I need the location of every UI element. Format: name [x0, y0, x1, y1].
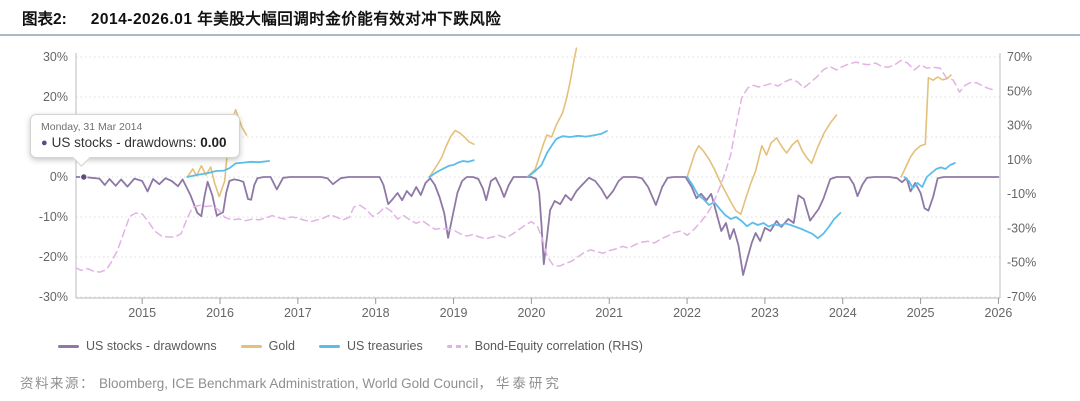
x-axis-label: 2023 — [751, 306, 779, 320]
y-axis-label-right: -50% — [1007, 256, 1036, 270]
x-axis-label: 2024 — [829, 306, 857, 320]
y-axis-label-right: -30% — [1007, 221, 1036, 235]
figure-title: 2014-2026.01 年美股大幅回调时金价能有效对冲下跌风险 — [90, 11, 502, 28]
legend-label: Bond-Equity correlation (RHS) — [474, 339, 643, 353]
y-axis-label-right: -10% — [1007, 187, 1036, 201]
y-axis-label-right: 30% — [1007, 119, 1032, 133]
legend-item-us-treasuries[interactable]: US treasuries — [319, 339, 423, 353]
tooltip-value: 0.00 — [200, 135, 227, 150]
x-axis-label: 2025 — [907, 306, 935, 320]
source-org: 华泰研究 — [495, 376, 562, 391]
chart-tooltip: Monday, 31 Mar 2014 ● US stocks - drawdow… — [30, 114, 240, 167]
x-axis-label: 2022 — [673, 306, 701, 320]
legend-marker-icon — [58, 344, 79, 348]
y-axis-label-left: 30% — [43, 50, 68, 64]
tooltip-series-marker-icon: ● — [41, 137, 48, 149]
x-axis-label: 2018 — [362, 306, 390, 320]
y-axis-label-left: -30% — [39, 290, 68, 304]
x-axis-label: 2019 — [440, 306, 468, 320]
us-treasuries-line[interactable] — [903, 162, 956, 190]
legend-item-us-stocks-drawdowns[interactable]: US stocks - drawdowns — [58, 339, 217, 353]
legend-label: Gold — [268, 339, 296, 353]
us-treasuries-line[interactable] — [686, 176, 842, 240]
x-axis-label: 2017 — [284, 306, 312, 320]
source-note: 资料来源： Bloomberg, ICE Benchmark Administra… — [20, 372, 562, 392]
y-axis-label-right: 70% — [1007, 50, 1032, 64]
x-axis-label: 2021 — [595, 306, 623, 320]
chart-legend: US stocks - drawdowns Gold US treasuries Bo… — [58, 339, 643, 353]
legend-marker-icon — [319, 344, 341, 348]
source-label: 资料来源： — [20, 376, 95, 391]
tooltip-date: Monday, 31 Mar 2014 — [41, 121, 143, 133]
y-axis-label-right: 50% — [1007, 84, 1032, 98]
legend-item-bond-equity-correlation-rhs[interactable]: Bond-Equity correlation (RHS) — [446, 339, 643, 353]
figure-header: 图表2: 2014-2026.01 年美股大幅回调时金价能有效对冲下跌风险 — [22, 7, 501, 29]
x-axis-label: 2015 — [128, 306, 156, 320]
bond-equity-correlation-line[interactable] — [76, 59, 997, 273]
y-axis-label-left: 0% — [50, 170, 68, 184]
figure-tag: 图表2: — [22, 11, 67, 28]
y-axis-label-left: 20% — [43, 90, 68, 104]
title-divider — [0, 34, 1080, 36]
source-body: Bloomberg, ICE Benchmark Administration,… — [99, 376, 492, 391]
legend-marker-icon — [446, 344, 468, 348]
legend-marker-icon — [240, 344, 262, 348]
gold-line[interactable] — [428, 129, 475, 178]
us-stocks-drawdowns-line[interactable] — [76, 176, 1000, 276]
gold-line[interactable] — [526, 47, 578, 178]
y-axis-label-left: -20% — [39, 250, 68, 264]
tooltip-separator: : — [192, 135, 201, 150]
y-axis-label-right: 10% — [1007, 153, 1032, 167]
tooltip-series-name: US stocks - drawdowns — [51, 135, 193, 150]
x-axis-label: 2016 — [206, 306, 234, 320]
y-axis-label-right: -70% — [1007, 290, 1036, 304]
hover-point-marker[interactable] — [80, 173, 88, 181]
y-axis-label-left: -10% — [39, 210, 68, 224]
us-treasuries-line[interactable] — [186, 160, 270, 178]
legend-label: US stocks - drawdowns — [86, 339, 217, 353]
us-treasuries-line[interactable] — [526, 130, 608, 178]
x-axis-label: 2020 — [517, 306, 545, 320]
us-treasuries-line[interactable] — [428, 159, 475, 178]
legend-item-gold[interactable]: Gold — [240, 339, 296, 353]
gold-line[interactable] — [900, 74, 952, 178]
tooltip-body: ● US stocks - drawdowns: 0.00 — [41, 135, 227, 150]
x-axis-label: 2026 — [985, 306, 1013, 320]
gold-line[interactable] — [686, 114, 838, 215]
legend-label: US treasuries — [347, 339, 423, 353]
